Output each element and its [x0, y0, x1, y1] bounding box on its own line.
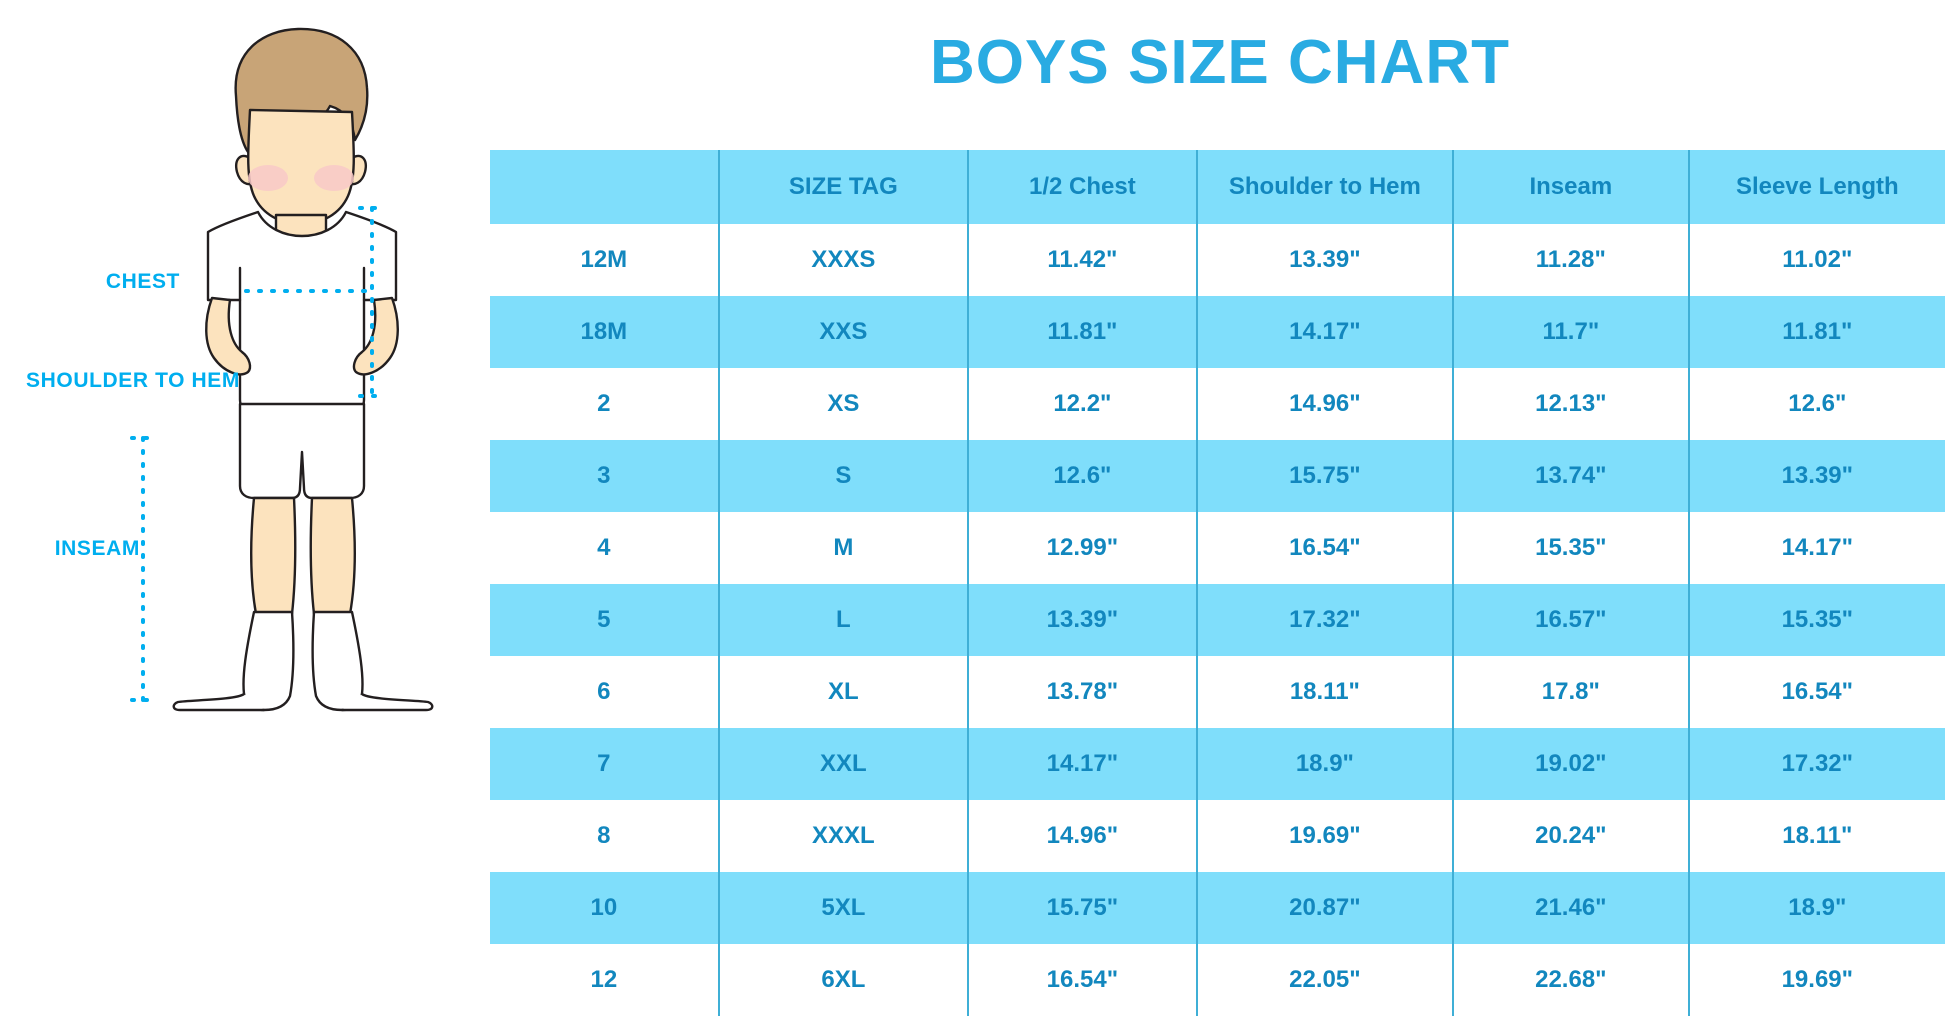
cell-shoulder-to-hem: 15.75" — [1195, 440, 1454, 512]
cell-half-chest: 13.78" — [967, 656, 1197, 728]
cell-inseam: 13.74" — [1452, 440, 1689, 512]
table-header-row: SIZE TAG 1/2 Chest Shoulder to Hem Insea… — [490, 150, 1945, 224]
cell-shoulder-to-hem: 19.69" — [1195, 800, 1454, 872]
cell-sleeve-length: 19.69" — [1687, 944, 1945, 1016]
cell-sleeve-length: 11.02" — [1687, 224, 1945, 296]
measure-guides — [130, 206, 388, 702]
size-chart-table: SIZE TAG 1/2 Chest Shoulder to Hem Insea… — [490, 150, 1945, 1016]
cell-half-chest: 15.75" — [967, 872, 1197, 944]
cell-size-tag: M — [717, 512, 969, 584]
label-shoulder-to-hem: SHOULDER TO HEM — [26, 369, 240, 392]
table-body: 12M XXXS 11.42" 13.39" 11.28" 11.02" 18M XXS 11.… — [490, 224, 1945, 1016]
cell-inseam: 17.8" — [1452, 656, 1689, 728]
table-row: 4 M 12.99" 16.54" 15.35" 14.17" — [490, 512, 1945, 584]
table-row: 12 6XL 16.54" 22.05" 22.68" 19.69" — [490, 944, 1945, 1016]
cell-half-chest: 12.2" — [967, 368, 1197, 440]
column-header-sleeve-length: Sleeve Length — [1687, 150, 1945, 224]
cell-inseam: 16.57" — [1452, 584, 1689, 656]
cell-size-tag: XXL — [717, 728, 969, 800]
cell-half-chest: 11.42" — [967, 224, 1197, 296]
boy-illustration: CHEST SHOULDER TO HEM INSEAM — [0, 0, 470, 973]
column-header-half-chest: 1/2 Chest — [967, 150, 1197, 224]
cell-size-tag: S — [717, 440, 969, 512]
cell-shoulder-to-hem: 18.11" — [1195, 656, 1454, 728]
cell-sleeve-length: 18.9" — [1687, 872, 1945, 944]
table-row: 12M XXXS 11.42" 13.39" 11.28" 11.02" — [490, 224, 1945, 296]
cell-half-chest: 14.17" — [967, 728, 1197, 800]
boy-figure-icon — [130, 27, 434, 712]
cell-inseam: 22.68" — [1452, 944, 1689, 1016]
cell-size: 5 — [490, 584, 719, 656]
cell-shoulder-to-hem: 14.17" — [1195, 296, 1454, 368]
table-row: 8 XXXL 14.96" 19.69" 20.24" 18.11" — [490, 800, 1945, 872]
cell-shoulder-to-hem: 13.39" — [1195, 224, 1454, 296]
column-header-size — [490, 150, 719, 224]
cell-sleeve-length: 17.32" — [1687, 728, 1945, 800]
cell-inseam: 15.35" — [1452, 512, 1689, 584]
table-row: 3 S 12.6" 15.75" 13.74" 13.39" — [490, 440, 1945, 512]
cell-half-chest: 11.81" — [967, 296, 1197, 368]
page-title: BOYS SIZE CHART — [930, 28, 1510, 97]
column-header-inseam: Inseam — [1452, 150, 1689, 224]
cell-size-tag: XXXL — [717, 800, 969, 872]
cell-inseam: 20.24" — [1452, 800, 1689, 872]
cell-sleeve-length: 14.17" — [1687, 512, 1945, 584]
cell-sleeve-length: 12.6" — [1687, 368, 1945, 440]
cell-size: 4 — [490, 512, 719, 584]
cell-shoulder-to-hem: 22.05" — [1195, 944, 1454, 1016]
column-header-size-tag: SIZE TAG — [717, 150, 969, 224]
cheek-right — [314, 165, 354, 191]
cell-shoulder-to-hem: 20.87" — [1195, 872, 1454, 944]
cell-size-tag: XS — [717, 368, 969, 440]
table-row: 18M XXS 11.81" 14.17" 11.7" 11.81" — [490, 296, 1945, 368]
column-header-shoulder-to-hem: Shoulder to Hem — [1195, 150, 1454, 224]
cell-size: 12 — [490, 944, 719, 1016]
cell-half-chest: 12.99" — [967, 512, 1197, 584]
table-header: SIZE TAG 1/2 Chest Shoulder to Hem Insea… — [490, 150, 1945, 224]
cell-size-tag: 5XL — [717, 872, 969, 944]
cell-size: 10 — [490, 872, 719, 944]
cell-inseam: 21.46" — [1452, 872, 1689, 944]
cell-inseam: 12.13" — [1452, 368, 1689, 440]
cell-half-chest: 12.6" — [967, 440, 1197, 512]
cell-size: 3 — [490, 440, 719, 512]
cell-size: 6 — [490, 656, 719, 728]
cell-half-chest: 14.96" — [967, 800, 1197, 872]
cell-size-tag: XXS — [717, 296, 969, 368]
cell-size-tag: XL — [717, 656, 969, 728]
cell-shoulder-to-hem: 16.54" — [1195, 512, 1454, 584]
cell-sleeve-length: 11.81" — [1687, 296, 1945, 368]
cell-size-tag: L — [717, 584, 969, 656]
cell-half-chest: 16.54" — [967, 944, 1197, 1016]
label-chest: CHEST — [105, 270, 180, 293]
table-row: 7 XXL 14.17" 18.9" 19.02" 17.32" — [490, 728, 1945, 800]
cell-shoulder-to-hem: 17.32" — [1195, 584, 1454, 656]
cell-size: 7 — [490, 728, 719, 800]
cell-inseam: 11.28" — [1452, 224, 1689, 296]
cell-size: 2 — [490, 368, 719, 440]
table-row: 10 5XL 15.75" 20.87" 21.46" 18.9" — [490, 872, 1945, 944]
cell-shoulder-to-hem: 18.9" — [1195, 728, 1454, 800]
cell-sleeve-length: 13.39" — [1687, 440, 1945, 512]
cell-size: 8 — [490, 800, 719, 872]
cheek-left — [248, 165, 288, 191]
cell-sleeve-length: 15.35" — [1687, 584, 1945, 656]
table-row: 5 L 13.39" 17.32" 16.57" 15.35" — [490, 584, 1945, 656]
cell-inseam: 19.02" — [1452, 728, 1689, 800]
cell-sleeve-length: 16.54" — [1687, 656, 1945, 728]
label-inseam: INSEAM — [54, 537, 140, 560]
cell-size-tag: 6XL — [717, 944, 969, 1016]
cell-shoulder-to-hem: 14.96" — [1195, 368, 1454, 440]
cell-size: 12M — [490, 224, 719, 296]
cell-half-chest: 13.39" — [967, 584, 1197, 656]
table-row: 6 XL 13.78" 18.11" 17.8" 16.54" — [490, 656, 1945, 728]
table-row: 2 XS 12.2" 14.96" 12.13" 12.6" — [490, 368, 1945, 440]
cell-inseam: 11.7" — [1452, 296, 1689, 368]
cell-size: 18M — [490, 296, 719, 368]
cell-size-tag: XXXS — [717, 224, 969, 296]
cell-sleeve-length: 18.11" — [1687, 800, 1945, 872]
